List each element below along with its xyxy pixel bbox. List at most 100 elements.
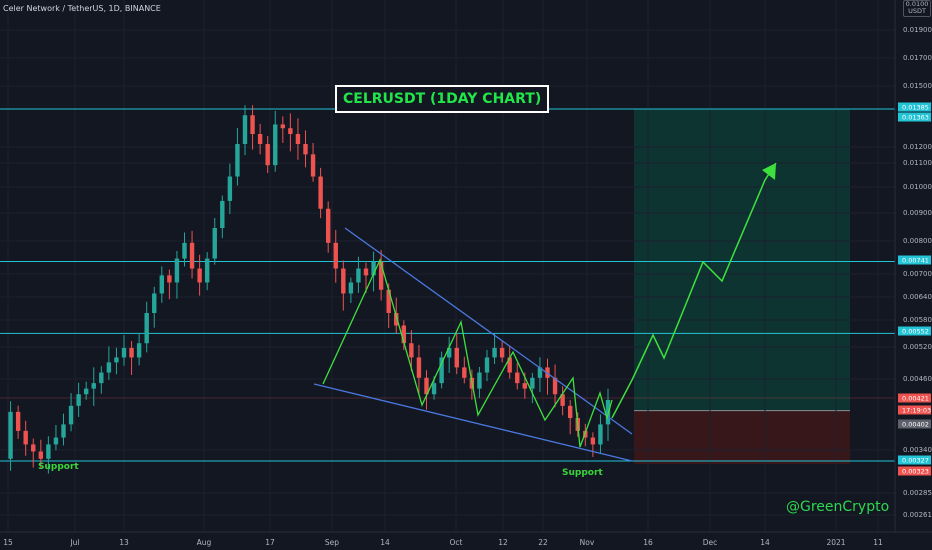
price-label: 0.00327 [902,457,929,465]
candle-body [598,424,603,445]
candle-body [386,289,391,313]
candle-body [136,343,142,358]
price-label-box [898,112,931,122]
currency-line-1: 0.0100 [905,0,929,8]
x-tick-label: 17 [265,538,275,547]
x-tick-label: Aug [197,538,212,547]
x-tick-label: 14 [380,538,390,547]
candle-body [152,293,157,313]
x-tick-label: 2021 [826,538,845,547]
price-label: 0.00741 [902,257,929,265]
candle-body [220,200,225,229]
candle-body [401,325,407,344]
price-label-box [898,419,931,429]
candle-body [68,405,74,425]
candle-body [174,258,180,283]
candle-body [439,357,444,384]
candle-body [333,242,338,269]
price-label: 0.00552 [902,328,929,336]
candle-body [159,275,165,294]
y-tick-label: 0.00700 [903,270,932,278]
stop-zone [634,410,850,465]
candle-body [273,124,278,166]
x-tick-label: 12 [498,538,508,547]
candle-body [318,176,323,209]
x-tick-label: Oct [450,538,463,547]
x-tick-label: 14 [760,538,770,547]
currency-line-2: USDT [908,7,926,15]
x-tick-label: Sep [325,538,339,547]
price-label-box [898,255,931,265]
candle-body [394,312,399,326]
candle-body [99,372,104,384]
y-tick-label: 0.00285 [903,489,932,497]
x-tick-label: 16 [643,538,653,547]
candle-body [197,268,202,283]
candle-body [310,154,316,177]
candle-body [363,268,369,276]
candle-body [303,143,308,155]
y-tick-label: 0.00460 [903,375,932,383]
price-label-box [898,466,931,476]
candle-body [83,388,89,395]
support-label-right: Support [562,468,603,478]
price-label-box [898,455,931,465]
candle-body [121,347,127,358]
candle-body [378,261,384,290]
candle-body [431,383,437,395]
author-watermark: @GreenCrypto [786,499,890,515]
candle-body [522,383,528,389]
candle-body [356,268,361,283]
wave-pattern [322,258,613,448]
candle-body [288,128,293,135]
price-label: 0.00402 [902,421,929,429]
candle-body [590,437,596,445]
candle-body [129,347,134,358]
candle-body [76,394,81,406]
price-label-box [898,102,931,112]
candle-body [446,347,452,358]
x-tick-label: 11 [873,538,883,547]
y-tick-label: 0.00800 [903,237,932,245]
candle-body [280,124,286,129]
y-tick-label: 0.01900 [903,26,932,34]
y-tick-label: 0.01500 [903,82,932,90]
candle-body [189,242,195,269]
price-label-box [898,326,931,336]
x-tick-label: 15 [3,538,13,547]
price-label-box [898,393,931,403]
y-tick-label: 0.01000 [903,183,932,191]
candle-body [167,275,172,283]
candle-body [492,347,497,358]
currency-label[interactable]: 0.0100 USDT [903,0,931,17]
candle-body [53,437,59,445]
candle-body [15,411,21,431]
candle-body [416,357,422,378]
candle-body [484,357,490,373]
candle-body [242,115,248,144]
y-tick-label: 0.00261 [903,511,932,519]
candle-body [182,242,187,259]
candle-body [8,411,13,459]
price-label: 0.00421 [902,395,929,403]
candle-body [499,347,505,358]
candle-body [477,372,482,389]
candle-body [235,143,240,177]
candle-body [295,134,301,144]
y-tick-label: 0.00640 [903,293,932,301]
candle-body [23,430,28,445]
chart-title: CELRUSDT (1DAY CHART) [335,85,550,113]
candle-body [560,394,565,406]
candle-body [530,377,535,389]
x-tick-label: 22 [538,538,548,547]
candle-body [424,377,429,395]
candle-body [144,312,149,344]
x-tick-label: Dec [703,538,718,547]
candle-body [552,377,558,395]
price-label: 0.01363 [902,114,929,122]
candle-body [204,258,210,283]
candle-body [348,282,354,294]
x-tick-label: 13 [119,538,129,547]
y-tick-label: 0.01200 [903,143,932,151]
